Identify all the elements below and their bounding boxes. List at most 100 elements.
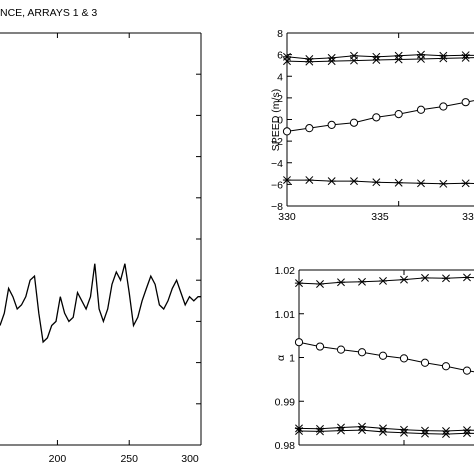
speed-y-tick-label-4: 0 [277,115,283,127]
speed-series-line-2 [286,100,474,132]
alpha-series-1-point-7 [441,362,451,371]
left-series-line [0,263,201,344]
alpha-series-line-0 [298,276,474,285]
alpha-series-2-point-3 [357,422,367,431]
speed-y-tick-label-1: −6 [271,179,283,191]
alpha-series-1-point-3-circle [357,348,367,357]
speed-series-3-point-1 [305,176,314,185]
alpha-series-3-point-6-diag2 [421,429,429,438]
speed-series-3-point-6 [416,179,426,188]
speed-series-1-point-2 [327,57,336,66]
speed-series-2-point-7 [439,102,448,111]
alpha-series-3-point-2 [337,426,345,435]
speed-x-tick-label-335: 335 [371,211,389,223]
alpha-y-tick-label-3: 1.01 [275,309,296,321]
alpha-series-3-point-4-diag2 [379,427,387,436]
alpha-series-0-point-5 [399,275,409,284]
speed-y-tick-label-6: 4 [277,71,283,83]
left-x-tick-label-250: 250 [120,453,138,465]
speed-series-1-point-1-diag2 [305,57,314,66]
alpha-series-3-point-8-diag2 [463,429,471,438]
speed-series-3-point-8 [461,179,470,188]
alpha-series-1-point-5-circle [399,354,409,363]
speed-chart: −8 −6 −4 −2 0 2 4 6 8 SPEED (m/s) 330 335 33 [270,28,474,223]
speed-series-line-1 [286,57,474,63]
alpha-series-1-point-8 [462,366,472,375]
speed-ticks: −8 −6 −4 −2 0 2 4 6 8 [271,28,400,213]
alpha-series-1-point-1-circle [315,342,325,351]
alpha-series-1-point-4-circle [378,351,388,360]
alpha-series-3-point-5-diag2 [400,428,408,437]
speed-series-2-point-4 [372,113,381,122]
alpha-series-3-point-2-diag2 [337,426,345,435]
alpha-series-3-point-3 [358,426,366,435]
speed-series-line-3 [287,179,474,185]
alpha-series-0-point-4 [378,276,388,285]
alpha-series-3-point-1 [316,427,324,436]
alpha-series-3-point-5 [400,428,408,437]
speed-y-axis-label: SPEED (m/s) [270,89,282,151]
alpha-series-3-point-0-diag2 [295,427,303,435]
speed-series-1-point-4 [372,56,381,64]
alpha-series-line-2 [298,426,474,432]
alpha-series-3-point-1-diag2 [316,427,324,436]
speed-series-1-point-0 [283,57,291,66]
speed-series-2-point-1-circle [305,124,314,133]
speed-y-tick-label-2: −4 [271,158,283,170]
speed-series-2-point-2-circle [327,120,336,130]
left-chart: 200 250 300 [0,32,202,465]
speed-series-1-point-4-diag2 [372,56,381,64]
speed-series-2-point-3 [349,118,359,127]
alpha-ticks: 0.98 0.99 1 1.01 1.02 [275,265,405,452]
alpha-series-1-point-5 [399,354,409,363]
speed-series-1-point-6-diag2 [417,54,425,63]
speed-series-3-point-7 [439,179,448,188]
alpha-series-3-point-4 [379,427,387,436]
speed-series-1-point-7-diag2 [439,54,448,63]
alpha-series-0-point-1 [315,280,325,288]
alpha-y-tick-label-2: 1 [289,353,295,365]
speed-series-0-point-5 [394,51,403,60]
alpha-series-2-point-4 [378,424,388,433]
speed-series-1-point-3-diag2 [350,56,358,65]
speed-series-3-point-2 [327,177,336,186]
speed-x-tick-label-339: 33 [462,211,474,223]
alpha-series-3-point-0 [295,427,303,435]
alpha-series-0-point-7 [441,274,451,283]
alpha-chart: 0.98 0.99 1 1.01 1.02 α [275,265,474,452]
left-x-tick-label-200: 200 [49,453,67,465]
alpha-series-1-point-4 [378,351,388,360]
left-ticks [56,33,202,445]
alpha-series-1-point-0 [294,338,304,347]
speed-series-2-point-3-circle [349,118,359,127]
alpha-series-line-3 [298,429,474,435]
alpha-series-0-point-3 [357,277,367,286]
speed-series-3-point-0 [282,176,292,185]
alpha-series [294,273,474,439]
alpha-y-tick-label-1: 0.99 [275,396,296,408]
alpha-series-1-point-3 [357,348,367,357]
speed-x-tick-label-330: 330 [278,211,296,223]
speed-y-tick-label-7: 6 [277,50,283,62]
alpha-series-line-1 [298,341,474,373]
alpha-series-1-point-2-circle [336,345,346,354]
speed-series-2-point-7-circle [439,102,448,111]
speed-series-2-point-0 [282,127,292,136]
speed-series-2-point-8-circle [461,98,470,107]
left-chart-title: NCE, ARRAYS 1 & 3 [0,7,97,19]
speed-y-tick-label-3: −2 [271,136,283,148]
speed-y-tick-label-8: 8 [277,28,283,40]
alpha-series-0-point-8 [462,273,472,282]
speed-series-1-point-5-diag2 [394,55,403,64]
speed-series-1-point-8-diag2 [461,53,470,62]
speed-series-1-point-0-diag2 [283,57,291,66]
speed-series-2-point-5 [394,109,403,119]
speed-series-2-point-0-circle [282,127,292,136]
speed-series-line-0 [286,54,474,60]
speed-series-2-point-5-circle [394,109,403,119]
alpha-y-tick-label-4: 1.02 [275,265,296,277]
speed-series-1-point-1 [305,57,314,66]
alpha-series-1-point-8-circle [462,366,472,375]
alpha-series-1-point-0-circle [294,338,304,347]
